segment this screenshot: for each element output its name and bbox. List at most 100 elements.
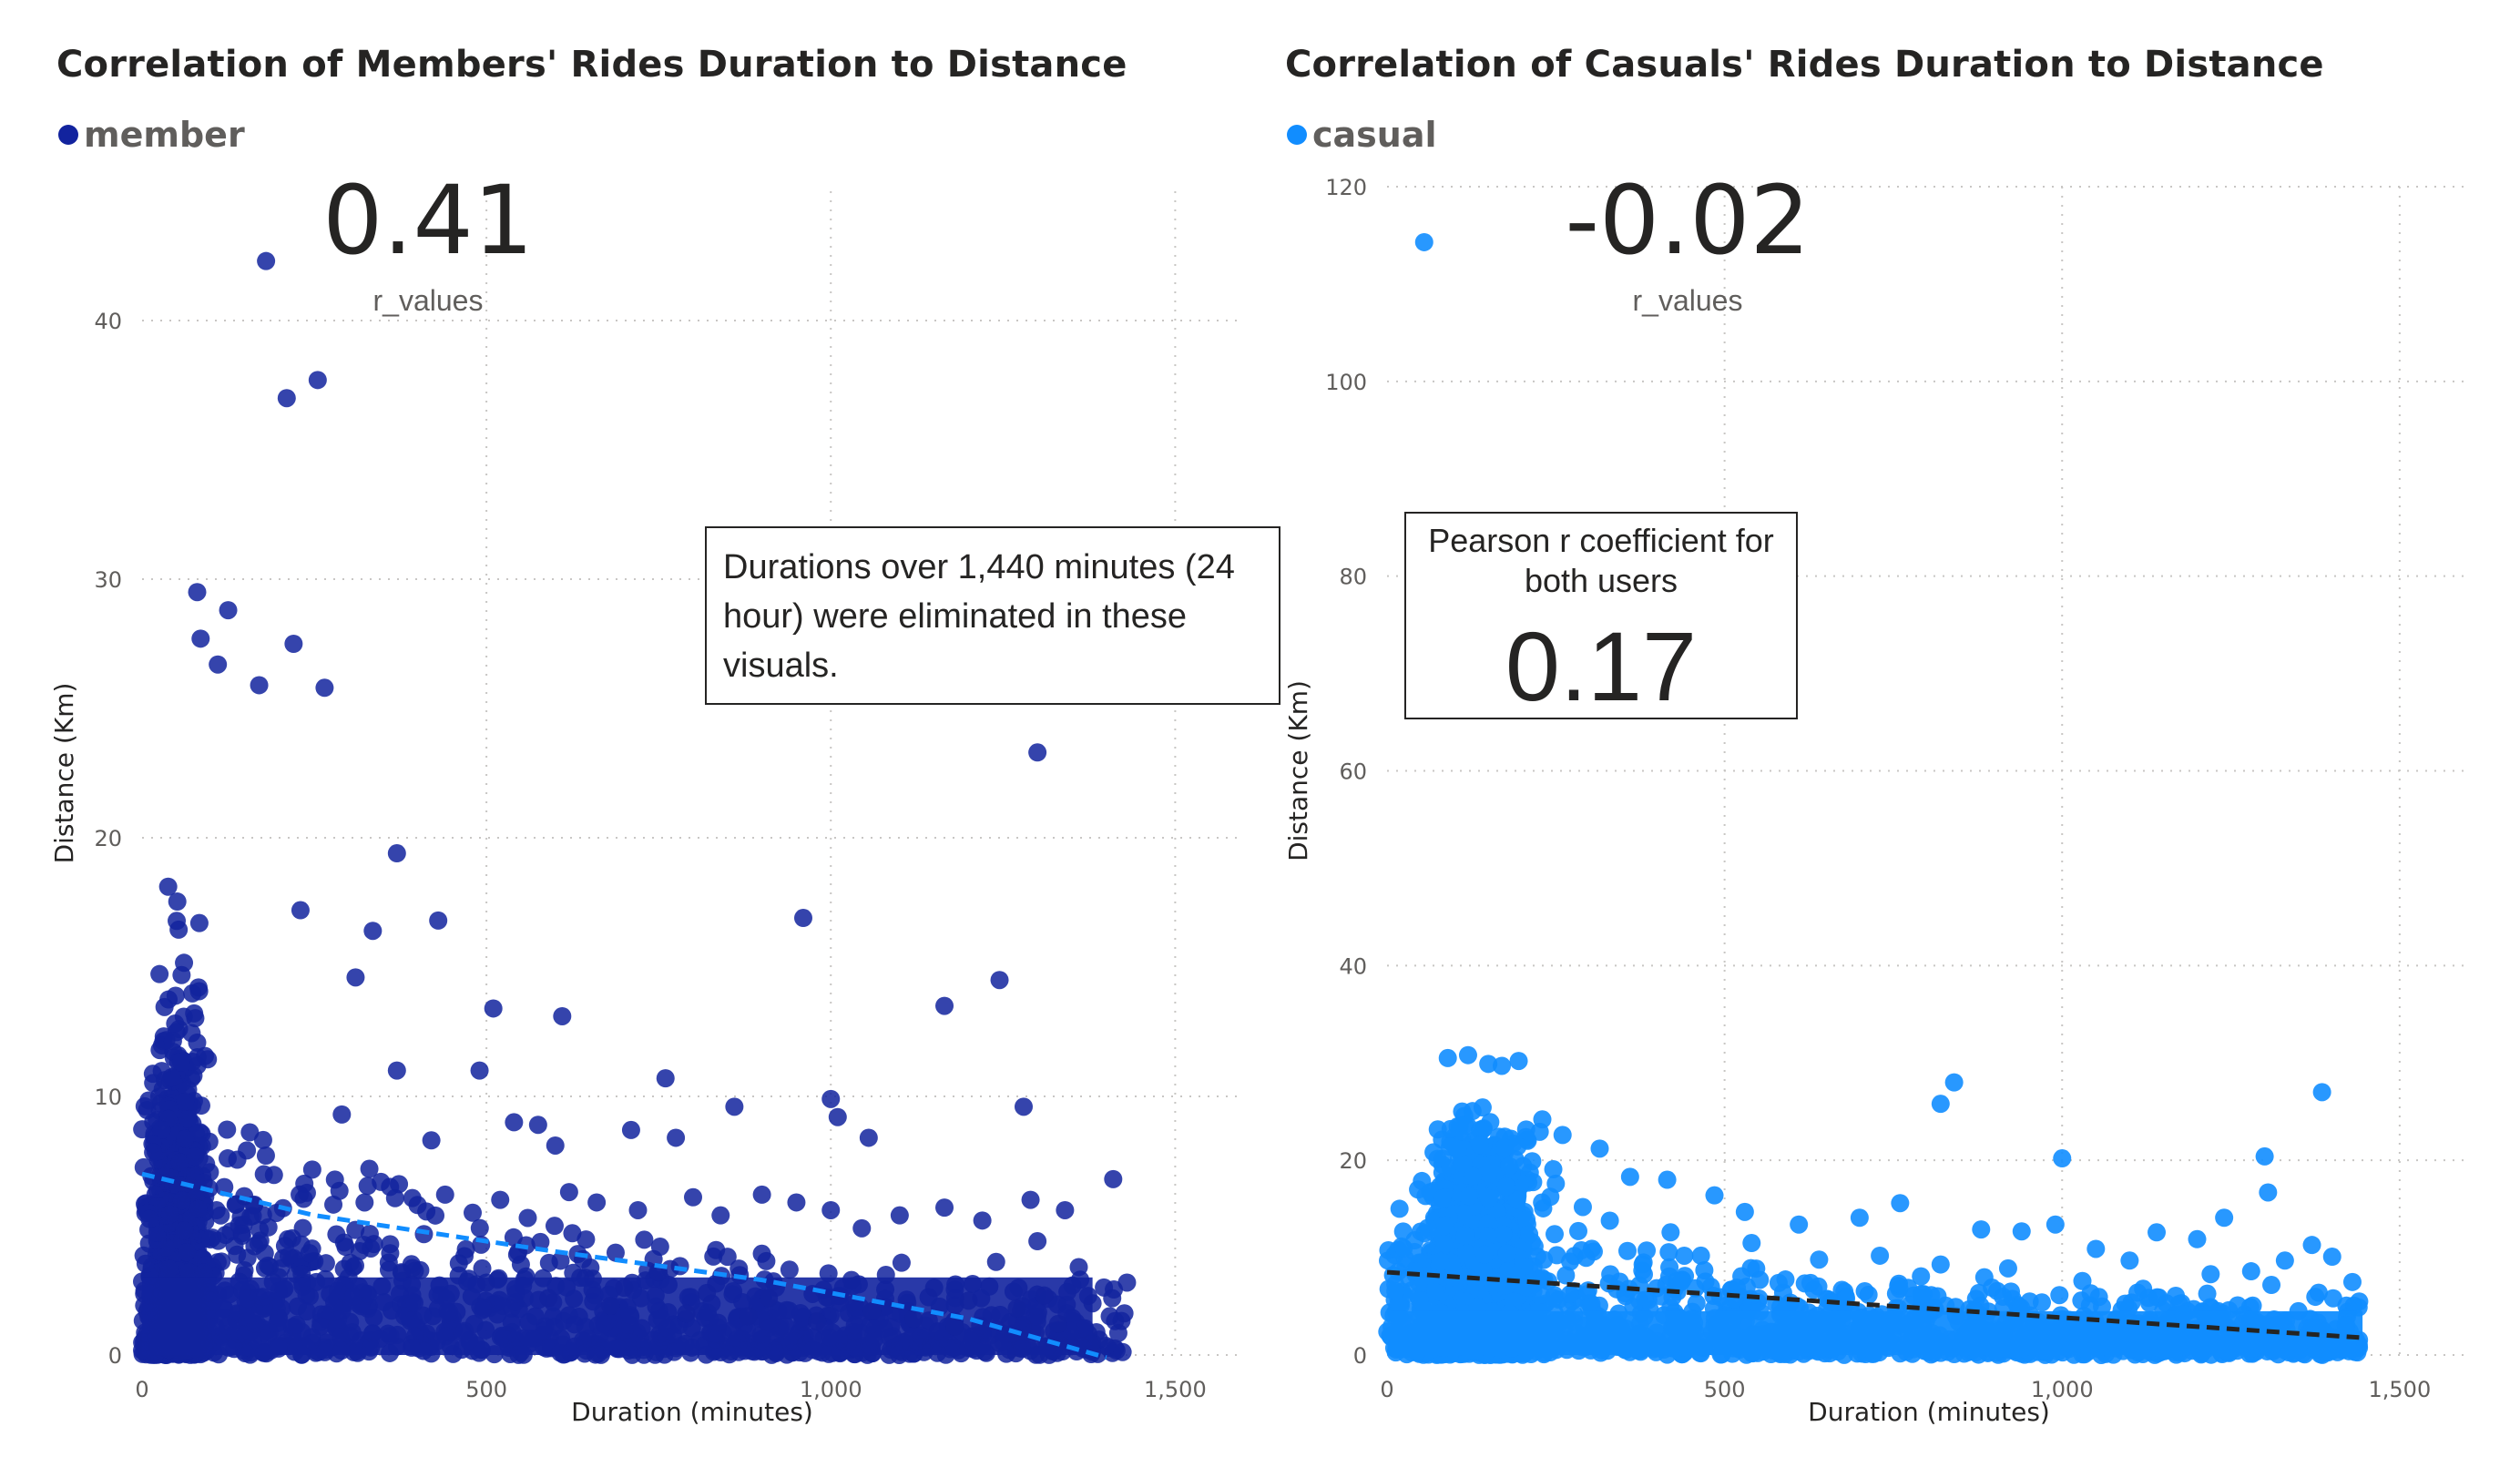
data-point xyxy=(259,1218,278,1237)
y-tick-label: 0 xyxy=(108,1343,122,1369)
data-point xyxy=(1556,1266,1576,1285)
data-point xyxy=(152,1120,171,1139)
data-point xyxy=(587,1193,607,1212)
data-point xyxy=(215,1177,234,1197)
y-tick-label: 120 xyxy=(1325,175,1367,200)
casuals-chart-panel[interactable]: 0 20 40 60 80 100 120 0 500 1,000 1,500 Duration (m… xyxy=(1260,0,2520,1457)
data-point xyxy=(935,1198,954,1218)
data-point xyxy=(381,1177,400,1197)
data-point xyxy=(821,1089,841,1108)
data-point xyxy=(1479,1164,1498,1183)
data-point xyxy=(264,1166,283,1185)
data-point xyxy=(615,1279,634,1298)
members-r-value: 0.41 xyxy=(322,165,534,276)
data-point xyxy=(470,1218,489,1238)
data-point xyxy=(211,1206,230,1225)
data-point xyxy=(176,1129,195,1148)
data-point xyxy=(179,1109,198,1128)
data-point xyxy=(990,971,1009,990)
data-point xyxy=(226,1195,245,1214)
data-point xyxy=(209,1231,228,1250)
data-point xyxy=(171,1053,190,1072)
data-point xyxy=(1494,1225,1513,1244)
data-point xyxy=(279,1247,298,1266)
data-point xyxy=(862,1301,882,1320)
members-r-value-card: 0.41 r_values xyxy=(273,173,583,318)
data-point xyxy=(2002,1282,2021,1301)
data-point xyxy=(316,1254,335,1273)
data-point xyxy=(294,1189,313,1208)
data-point xyxy=(1433,1189,1452,1208)
data-point xyxy=(1471,1120,1490,1139)
x-tick-label: 0 xyxy=(135,1377,148,1402)
data-point xyxy=(324,1195,343,1214)
data-point xyxy=(1113,1342,1132,1361)
members-trend-line xyxy=(141,1171,1107,1360)
data-point xyxy=(381,1244,400,1263)
data-point xyxy=(576,1230,596,1249)
data-point xyxy=(449,1254,468,1273)
data-point xyxy=(553,1006,572,1025)
data-point xyxy=(1104,1169,1123,1188)
y-tick-label: 20 xyxy=(94,826,122,851)
x-tick-label: 500 xyxy=(465,1377,507,1402)
data-point xyxy=(163,1032,182,1051)
data-point xyxy=(1428,1120,1447,1139)
data-point xyxy=(711,1206,730,1225)
data-point xyxy=(518,1208,537,1228)
casuals-x-axis-title: Duration (minutes) xyxy=(1808,1397,2050,1427)
data-point xyxy=(346,1220,365,1239)
data-point xyxy=(1464,1167,1483,1186)
data-point xyxy=(1083,1294,1102,1313)
x-tick-label: 500 xyxy=(1704,1377,1746,1402)
data-point xyxy=(456,1239,475,1258)
data-point xyxy=(1097,1336,1116,1355)
members-chart-panel[interactable]: 0 10 20 30 40 0 500 1,000 1,500 Duration (minutes… xyxy=(0,0,1280,1457)
y-tick-label: 80 xyxy=(1339,565,1367,590)
data-point xyxy=(473,1258,492,1278)
data-point xyxy=(484,999,503,1018)
data-point xyxy=(1455,1227,1474,1246)
data-point xyxy=(170,1153,189,1172)
data-point xyxy=(189,978,208,997)
data-point xyxy=(1454,1204,1474,1223)
data-point xyxy=(189,1199,208,1218)
data-point xyxy=(346,968,365,987)
x-tick-label: 1,500 xyxy=(2369,1377,2432,1402)
data-point xyxy=(341,1253,360,1272)
data-point xyxy=(1470,1136,1489,1155)
data-point xyxy=(191,1096,210,1116)
data-point xyxy=(1426,1283,1445,1302)
data-point xyxy=(528,1116,547,1135)
data-point xyxy=(656,1069,675,1088)
data-point xyxy=(1435,1235,1454,1254)
data-point xyxy=(158,877,178,896)
data-point xyxy=(601,1297,620,1316)
data-point xyxy=(973,1211,992,1230)
data-point xyxy=(924,1279,944,1298)
data-point xyxy=(1801,1273,1821,1292)
data-point xyxy=(539,1289,558,1308)
data-point xyxy=(752,1185,771,1204)
data-point xyxy=(1569,1221,1588,1240)
data-point xyxy=(1496,1177,1515,1196)
data-point xyxy=(1507,1190,1526,1209)
members-legend[interactable]: member xyxy=(58,115,245,155)
data-point xyxy=(677,1304,696,1323)
members-y-axis-title: Distance (Km) xyxy=(49,683,79,864)
data-point xyxy=(511,1255,530,1274)
data-point xyxy=(1535,1250,1554,1269)
data-point xyxy=(1448,1139,1467,1158)
data-point xyxy=(1069,1258,1088,1277)
members-chart-title: Correlation of Members' Rides Duration t… xyxy=(56,44,1127,86)
data-point xyxy=(186,1147,205,1167)
data-point xyxy=(334,1233,353,1252)
data-point xyxy=(134,1157,153,1177)
x-tick-label: 0 xyxy=(1380,1377,1393,1402)
data-point xyxy=(551,1251,570,1270)
data-point xyxy=(228,1150,247,1169)
y-tick-label: 40 xyxy=(94,309,122,334)
data-point xyxy=(194,1173,213,1192)
